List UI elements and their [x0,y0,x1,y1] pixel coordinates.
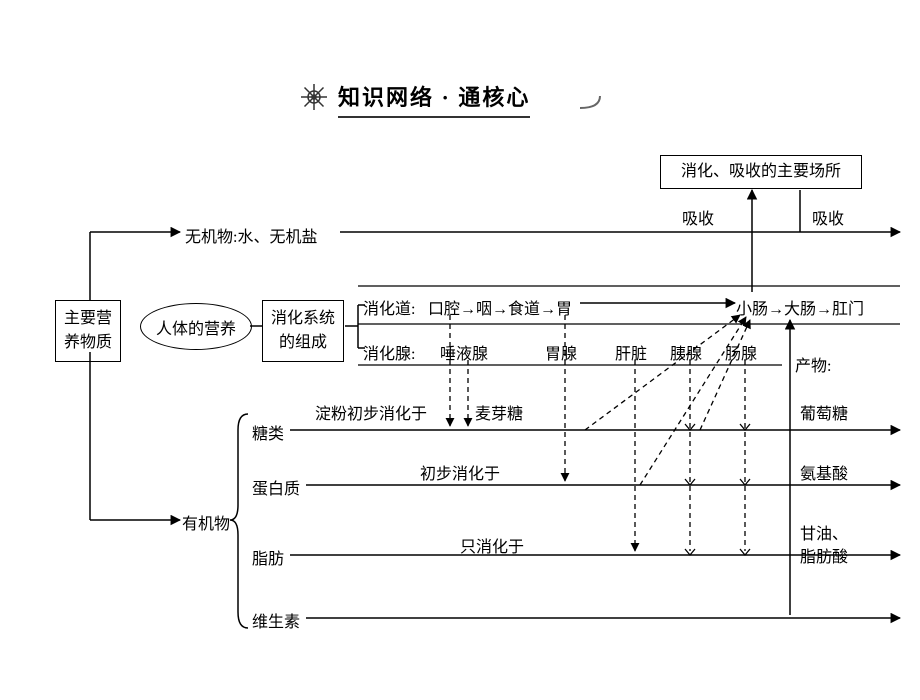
label-gland2: 胃腺 [545,340,577,364]
label-glands: 消化腺: [363,340,415,364]
label-gland1: 唾液腺 [440,340,488,364]
box-main-site: 消化、吸收的主要场所 [660,155,862,189]
label-prod-protein: 氨基酸 [800,460,848,484]
label-human: 人体的营养 [156,315,236,339]
label-vitamin: 维生素 [252,608,300,632]
ship-wheel-icon [300,83,328,116]
label-organic: 有机物 [182,510,230,534]
label-absorb-left: 吸收 [682,205,714,229]
label-tract: 消化道: [363,295,415,319]
box-nutrients: 主要营 养物质 [55,300,121,362]
label-sugar: 糖类 [252,420,284,444]
label-maltose: 麦芽糖 [475,400,523,424]
label-sugar-note: 淀粉初步消化于 [315,400,427,424]
box-nutrients-l2: 养物质 [64,331,112,355]
page-title-group: 知识网络 · 通核心 [300,80,530,118]
label-prod-fat1: 甘油、 [800,520,848,544]
label-fat: 脂肪 [252,545,284,569]
box-system-l2: 的组成 [271,331,335,355]
box-system: 消化系统 的组成 [262,300,344,362]
label-product: 产物: [795,352,831,376]
label-gland3: 肝脏 [615,340,647,364]
box-system-l1: 消化系统 [271,307,335,331]
page-title: 知识网络 · 通核心 [338,80,530,118]
label-gland4: 胰腺 [670,340,702,364]
label-main-site: 消化、吸收的主要场所 [681,162,841,183]
label-tract-seq1: 口腔→咽→食道→胃 [428,295,572,319]
label-tract-seq2: 小肠→大肠→肛门 [736,295,864,319]
box-nutrients-l1: 主要营 [64,307,112,331]
oval-human: 人体的营养 [140,303,252,350]
label-prod-sugar: 葡萄糖 [800,400,848,424]
label-protein-note: 初步消化于 [420,460,500,484]
label-prod-fat2: 脂肪酸 [800,543,848,567]
label-gland5: 肠腺 [725,340,757,364]
label-inorganic: 无机物:水、无机盐 [185,223,317,247]
label-fat-note: 只消化于 [460,533,524,557]
label-absorb-right: 吸收 [812,205,844,229]
label-protein: 蛋白质 [252,475,300,499]
